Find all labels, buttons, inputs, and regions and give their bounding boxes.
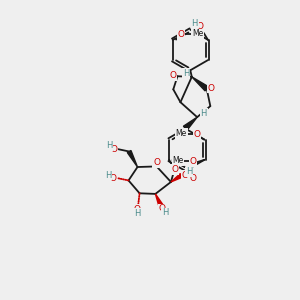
Text: H: H: [192, 19, 198, 28]
Text: O: O: [159, 204, 166, 213]
Text: O: O: [111, 145, 118, 154]
Text: O: O: [110, 174, 116, 183]
Text: H: H: [186, 167, 192, 176]
Text: H: H: [162, 208, 168, 217]
Text: O: O: [178, 30, 184, 39]
Text: Me: Me: [176, 129, 187, 138]
Text: O: O: [208, 84, 215, 93]
Text: H: H: [134, 209, 140, 218]
Text: O: O: [171, 165, 178, 174]
Text: O: O: [190, 157, 196, 166]
Polygon shape: [171, 174, 182, 182]
Text: Me: Me: [192, 29, 203, 38]
Text: H: H: [105, 171, 111, 180]
Text: H: H: [106, 141, 112, 150]
Text: O: O: [153, 158, 160, 167]
Text: O: O: [182, 171, 188, 180]
Text: O: O: [194, 130, 201, 139]
Text: O: O: [190, 175, 197, 184]
Text: O: O: [134, 205, 141, 214]
Text: O: O: [169, 71, 176, 80]
Polygon shape: [192, 77, 208, 91]
Text: O: O: [196, 22, 203, 32]
Text: Me: Me: [172, 156, 184, 165]
Polygon shape: [127, 151, 137, 167]
Text: H: H: [183, 69, 189, 78]
Text: H: H: [201, 109, 207, 118]
Polygon shape: [155, 194, 163, 206]
Polygon shape: [183, 117, 197, 130]
